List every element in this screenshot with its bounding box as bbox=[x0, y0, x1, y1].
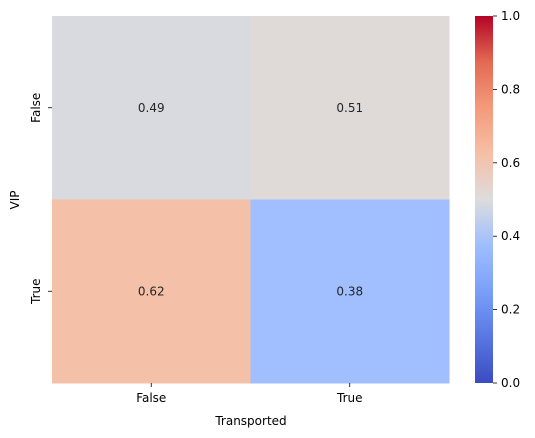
cell-value-label: 0.49 bbox=[138, 101, 165, 115]
heatmap-cell bbox=[52, 199, 251, 384]
heatmap-cell bbox=[52, 16, 251, 200]
heatmap-cell bbox=[250, 199, 450, 384]
colorbar-tick-label: 0.4 bbox=[501, 229, 520, 243]
heatmap-cell bbox=[250, 16, 450, 200]
cell-value-label: 0.51 bbox=[336, 101, 363, 115]
x-tick-label: False bbox=[136, 391, 166, 405]
x-axis-ticks: False True bbox=[136, 383, 363, 405]
colorbar-tick-label: 1.0 bbox=[501, 9, 520, 23]
colorbar-tick-label: 0.6 bbox=[501, 156, 520, 170]
colorbar-tick-label: 0.0 bbox=[501, 376, 520, 390]
colorbar-gradient bbox=[475, 16, 493, 383]
x-tick-label: True bbox=[336, 391, 363, 405]
heatmap-cell-labels: 0.49 0.51 0.62 0.38 bbox=[138, 101, 363, 299]
cell-value-label: 0.38 bbox=[336, 284, 363, 298]
y-axis-ticks: False True bbox=[29, 93, 52, 305]
y-tick-label: True bbox=[29, 279, 43, 306]
cell-value-label: 0.62 bbox=[138, 284, 165, 298]
colorbar-tick-label: 0.2 bbox=[501, 303, 520, 317]
colorbar-ticks: 0.0 0.2 0.4 0.6 0.8 1.0 bbox=[493, 9, 520, 390]
y-axis-label: VIP bbox=[8, 191, 22, 210]
colorbar-tick-label: 0.8 bbox=[501, 82, 520, 96]
heatmap-cells bbox=[52, 16, 450, 384]
x-axis-label: Transported bbox=[214, 414, 286, 428]
y-tick-label: False bbox=[29, 93, 43, 123]
colorbar: 0.0 0.2 0.4 0.6 0.8 1.0 bbox=[475, 9, 520, 390]
